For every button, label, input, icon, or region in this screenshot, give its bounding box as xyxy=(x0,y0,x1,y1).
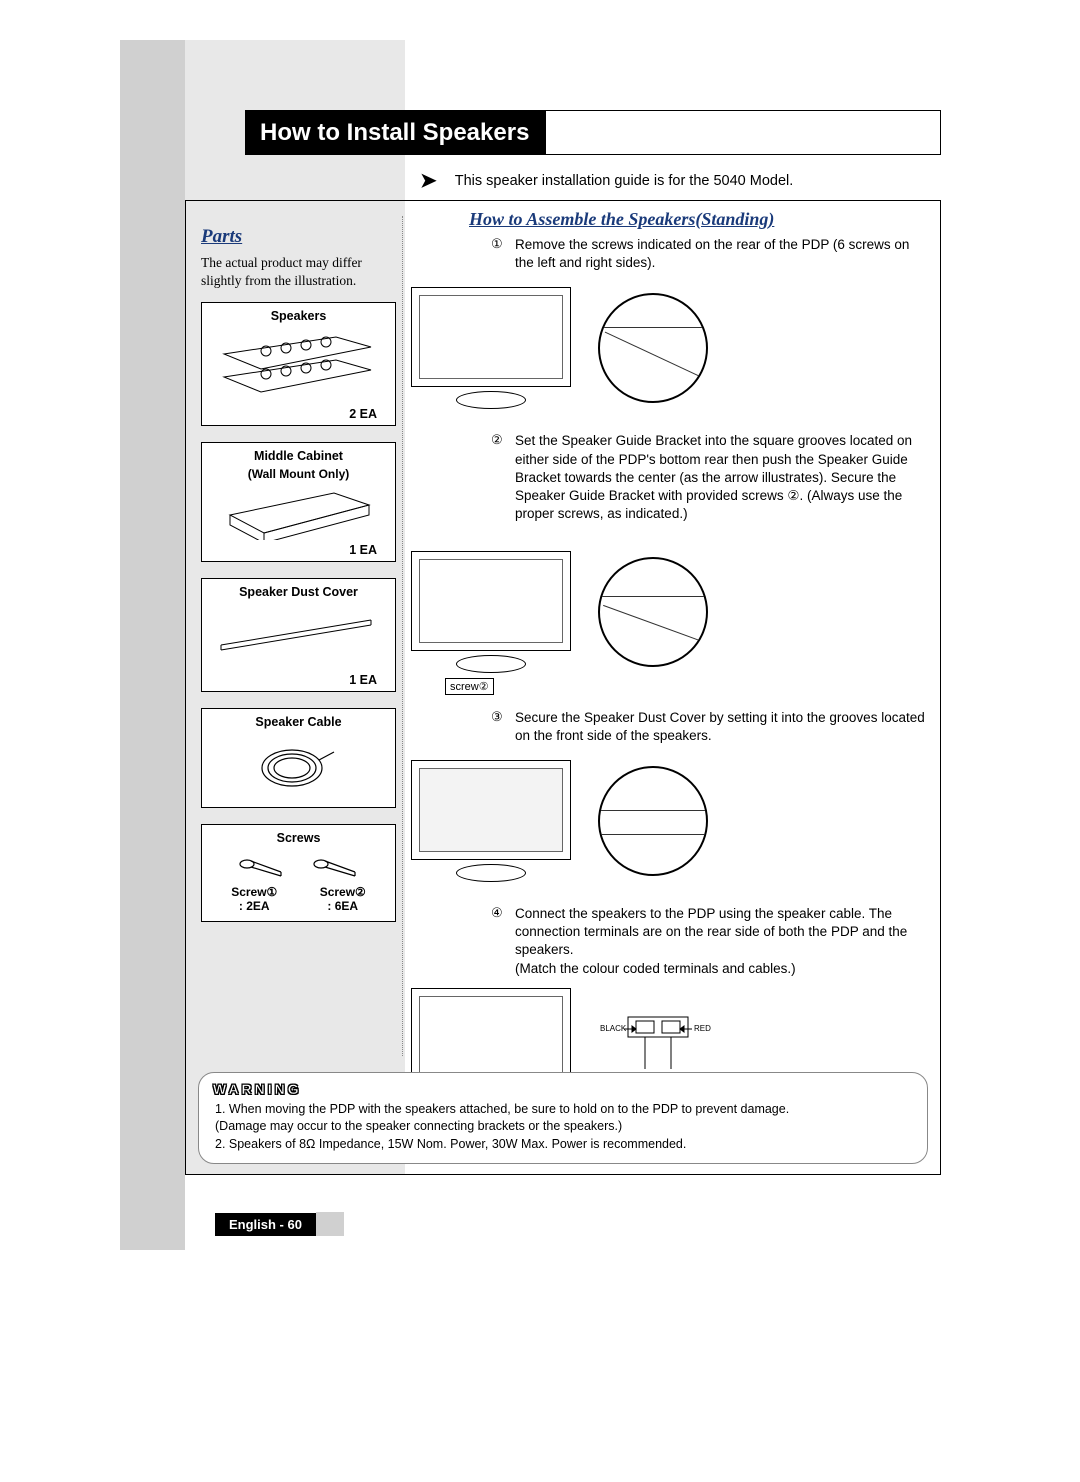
step-text: Remove the screws indicated on the rear … xyxy=(515,236,925,272)
diagram-step-1 xyxy=(403,278,925,418)
arrow-icon: ➤ xyxy=(420,168,437,193)
cabinet-illustration xyxy=(202,481,395,543)
part-qty: 2 EA xyxy=(202,405,395,421)
step-1: ① Remove the screws indicated on the rea… xyxy=(491,236,925,272)
footer-page-label: English - 60 xyxy=(215,1213,316,1236)
screw1-label: Screw① xyxy=(231,885,277,899)
step-2: ② Set the Speaker Guide Bracket into the… xyxy=(491,432,925,523)
step-num: ④ xyxy=(491,905,515,978)
tv-rear-illustration xyxy=(403,283,578,413)
tv-rear-illustration xyxy=(403,547,578,677)
step-text: Connect the speakers to the PDP using th… xyxy=(515,905,925,978)
black-label: BLACK xyxy=(600,1024,627,1033)
step-text: Secure the Speaker Dust Cover by setting… xyxy=(515,709,925,745)
step-3: ③ Secure the Speaker Dust Cover by setti… xyxy=(491,709,925,745)
speakers-illustration xyxy=(202,327,395,405)
warning-box: WARNING 1. When moving the PDP with the … xyxy=(198,1072,928,1165)
screw2-qty: : 6EA xyxy=(327,899,358,913)
part-qty: 1 EA xyxy=(202,541,395,557)
content-frame: Parts The actual product may differ slig… xyxy=(185,200,941,1175)
warning-item-2: 2. Speakers of 8Ω Impedance, 15W Nom. Po… xyxy=(215,1136,913,1154)
warning-item-1: 1. When moving the PDP with the speakers… xyxy=(215,1101,913,1136)
part-box-speakers: Speakers 2 EA xyxy=(201,302,396,426)
footer-gray-box xyxy=(316,1212,344,1236)
detail-circle-2 xyxy=(598,557,708,667)
part-box-cabinet: Middle Cabinet (Wall Mount Only) 1 EA 1 … xyxy=(201,442,396,562)
screws-illustration xyxy=(202,849,395,885)
page-title: How to Install Speakers xyxy=(246,111,546,154)
parts-heading: Parts xyxy=(201,226,396,248)
tv-front-illustration xyxy=(403,756,578,886)
detail-circle-3 xyxy=(598,766,708,876)
cable-illustration xyxy=(202,733,395,803)
screw-labels: Screw①: 2EA Screw②: 6EA xyxy=(202,885,395,917)
dustcover-illustration xyxy=(202,603,395,671)
warning-title: WARNING xyxy=(213,1081,913,1097)
subtitle-text: This speaker installation guide is for t… xyxy=(455,173,794,189)
subtitle-row: ➤ This speaker installation guide is for… xyxy=(420,168,793,193)
part-title: Speakers xyxy=(202,309,395,323)
step-4: ④ Connect the speakers to the PDP using … xyxy=(491,905,925,978)
parts-caption: The actual product may differ slightly f… xyxy=(201,254,396,290)
assembly-heading: How to Assemble the Speakers(Standing) xyxy=(469,209,925,230)
footer: English - 60 xyxy=(215,1212,344,1236)
step-num: ① xyxy=(491,236,515,272)
assembly-section: How to Assemble the Speakers(Standing) ①… xyxy=(411,209,925,1128)
part-box-cable: Speaker Cable xyxy=(201,708,396,808)
step-text: Set the Speaker Guide Bracket into the s… xyxy=(515,432,925,523)
step-num: ② xyxy=(491,432,515,523)
part-title: Screws xyxy=(202,831,395,845)
part-title: Speaker Cable xyxy=(202,715,395,729)
detail-circle-1 xyxy=(598,293,708,403)
part-title: Speaker Dust Cover xyxy=(202,585,395,599)
parts-section: Parts The actual product may differ slig… xyxy=(201,226,396,922)
part-title: Middle Cabinet xyxy=(202,449,395,463)
diagram-step-2: screw② xyxy=(403,530,925,695)
step-num: ③ xyxy=(491,709,515,745)
screw-callout: screw② xyxy=(445,678,494,695)
left-margin-strip xyxy=(120,40,185,1250)
screw2-label: Screw② xyxy=(320,885,366,899)
screw1-qty: : 2EA xyxy=(239,899,270,913)
part-box-dustcover: Speaker Dust Cover 1 EA xyxy=(201,578,396,692)
diagram-step-3 xyxy=(403,751,925,891)
part-qty: 1 EA xyxy=(202,671,395,687)
part-box-screws: Screws Screw①: 2EA Screw②: 6EA xyxy=(201,824,396,922)
title-bar: How to Install Speakers xyxy=(245,110,941,155)
part-subtitle: (Wall Mount Only) xyxy=(202,467,395,481)
red-label: RED xyxy=(694,1024,711,1033)
